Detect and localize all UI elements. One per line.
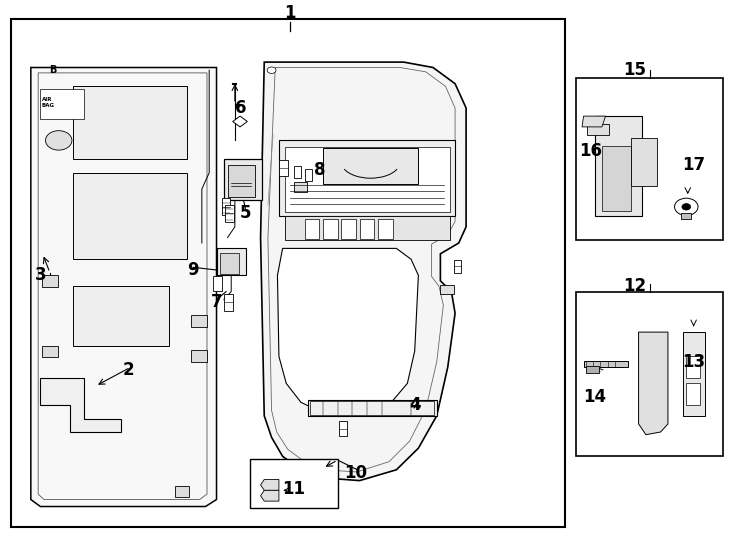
Text: B: B [49,65,57,75]
Bar [586,366,599,373]
Bar [42,275,58,287]
Bar [213,276,222,291]
Bar [681,213,691,219]
Polygon shape [639,332,668,435]
Text: 10: 10 [344,463,368,482]
Circle shape [675,198,698,215]
Text: AIR
BAG: AIR BAG [41,97,54,108]
Polygon shape [233,116,247,127]
Bar [250,459,338,508]
Polygon shape [261,490,279,501]
Bar [73,86,187,159]
Text: 15: 15 [623,61,647,79]
Bar [631,138,657,186]
Bar [225,205,234,222]
Bar [339,421,347,436]
Bar [454,260,461,273]
Bar [279,160,288,176]
Bar [11,19,565,526]
Bar [341,219,356,239]
Text: 8: 8 [313,161,325,179]
Bar [308,400,437,416]
Text: 17: 17 [682,156,705,174]
Bar [686,383,700,405]
Text: 16: 16 [579,142,603,160]
Polygon shape [40,378,121,432]
Polygon shape [277,248,418,416]
Bar [217,248,246,275]
Text: 3: 3 [34,266,46,285]
Polygon shape [261,480,279,490]
Polygon shape [31,68,217,507]
Text: 6: 6 [235,99,247,117]
Bar [40,89,84,119]
Polygon shape [587,124,609,135]
Bar [584,361,628,367]
Bar [191,350,207,362]
Bar [73,286,169,346]
Bar [279,140,455,216]
Text: 13: 13 [682,353,705,371]
Text: 14: 14 [583,388,606,406]
Bar [323,148,418,184]
Polygon shape [261,62,466,481]
Bar [686,356,700,378]
Bar [305,169,312,181]
Bar [294,182,307,192]
Bar [285,216,450,240]
Bar [294,166,301,178]
Bar [595,116,642,216]
Bar [224,159,262,200]
Polygon shape [582,116,606,127]
Circle shape [46,131,72,150]
Bar [224,294,233,310]
Bar [576,78,723,240]
Text: 4: 4 [409,396,421,414]
Text: 1: 1 [284,4,296,23]
Text: 9: 9 [187,261,199,279]
Bar [305,219,319,239]
Bar [220,253,239,274]
Bar [576,292,723,456]
Bar [360,219,374,239]
Bar [602,146,631,211]
Bar [73,173,187,259]
Bar [222,198,230,215]
Circle shape [682,204,691,210]
Bar [175,486,189,497]
Circle shape [267,67,276,73]
Bar [191,315,207,327]
Bar [42,346,58,357]
Bar [228,165,255,197]
Text: 2: 2 [123,361,134,379]
Text: 5: 5 [240,204,252,222]
Text: 11: 11 [282,480,305,498]
Bar [378,219,393,239]
Text: 7: 7 [211,293,222,312]
Bar [285,147,450,212]
Bar [440,285,454,294]
Bar [310,401,434,415]
Bar [683,332,705,416]
Text: 12: 12 [623,277,647,295]
Bar [323,219,338,239]
